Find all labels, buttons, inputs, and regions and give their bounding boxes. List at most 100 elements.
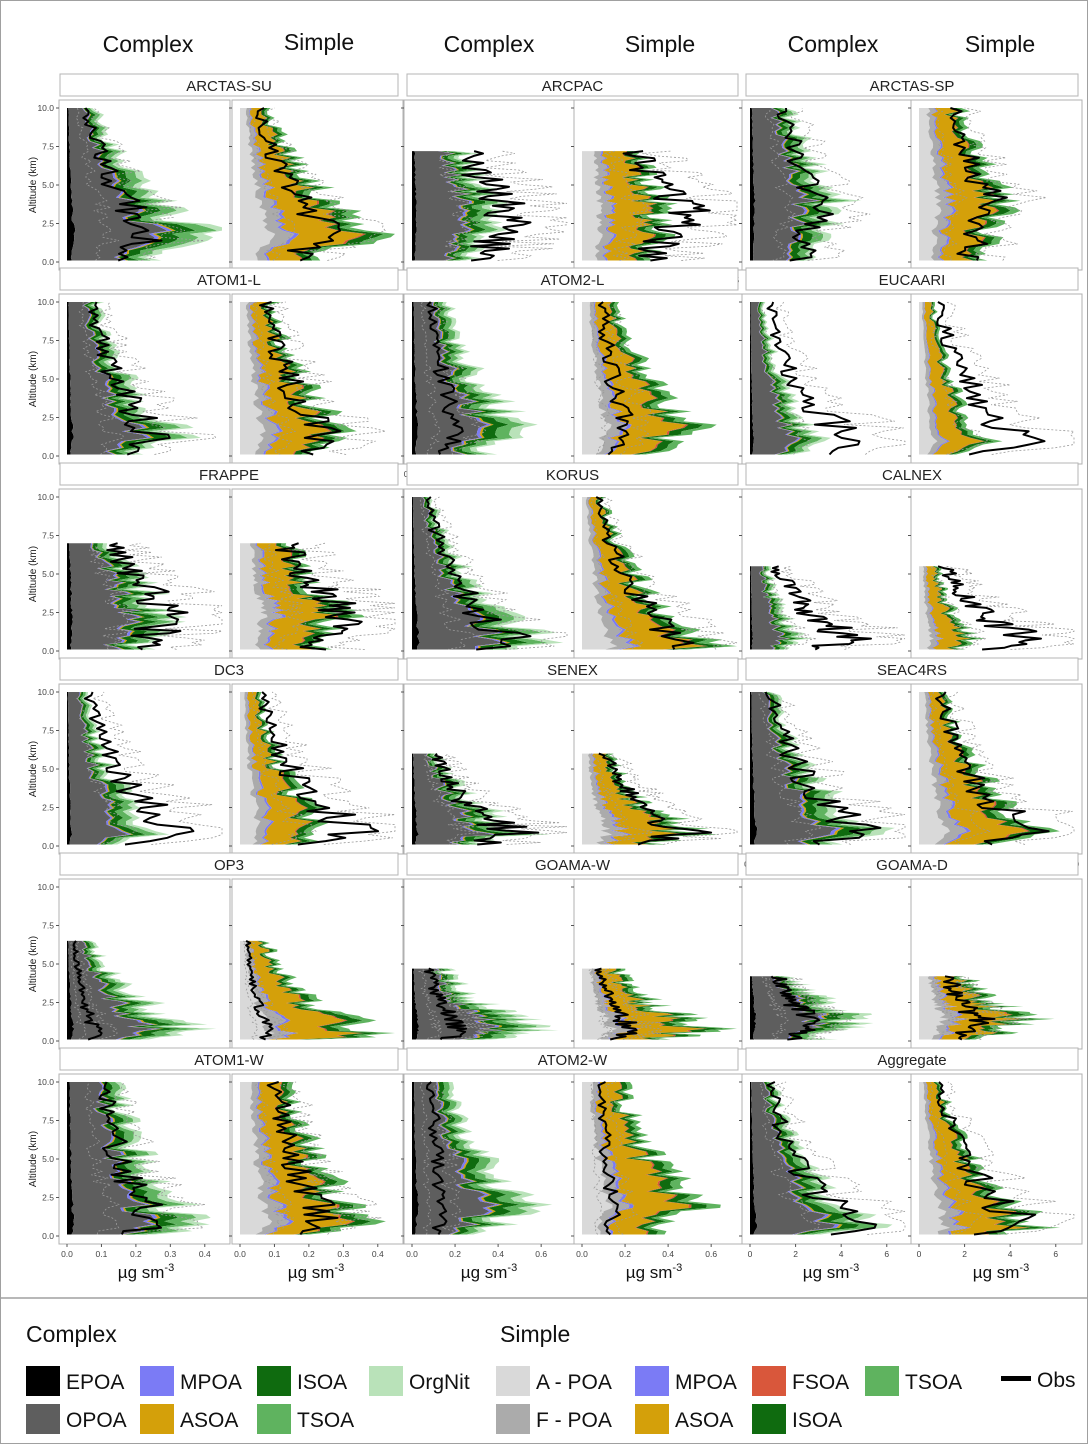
legend-complex-asoa: ASOA — [140, 1404, 238, 1434]
panel-simple: 051015 — [571, 488, 746, 674]
y-tick-label: 0.0 — [42, 646, 54, 656]
x-unit-sup: -3 — [334, 1262, 344, 1274]
stack-layer — [240, 1082, 273, 1235]
obs-line — [426, 301, 464, 455]
stack-layer — [610, 968, 737, 1040]
stack-layer — [413, 753, 495, 845]
y-tick-label: 10.0 — [37, 1077, 54, 1087]
legend-swatch — [496, 1404, 530, 1434]
obs-line — [255, 107, 342, 262]
legend-swatch — [369, 1366, 403, 1396]
column-header-simple-1: Simple — [284, 29, 354, 55]
obs-range-low — [417, 968, 442, 1040]
stack-layer — [621, 151, 658, 261]
stack-layer — [921, 302, 948, 455]
campaign-strip — [745, 462, 1079, 486]
obs-range-high — [604, 1081, 638, 1235]
obs-range-low — [928, 1081, 984, 1235]
stack-layer — [750, 108, 756, 261]
stack-layer — [628, 151, 678, 261]
x-unit-label-3: µg sm-3 — [461, 1262, 517, 1282]
stack-layer — [95, 1082, 178, 1235]
legend-label: ASOA — [675, 1409, 733, 1432]
x-unit-text: µg sm — [288, 1263, 335, 1282]
x-tick-label: 0.2 — [303, 1249, 315, 1259]
stack-layer — [622, 151, 669, 261]
campaign-arctas-sp: ARCTAS-SP 01230123 — [739, 73, 1083, 285]
obs-range-low — [259, 542, 308, 650]
column-header-complex-3: Complex — [788, 31, 879, 57]
legend-label: FSOA — [792, 1371, 849, 1394]
obs-range-high — [789, 107, 871, 261]
panel-simple: 0.0 0.1 0.2 0.3 0.4 — [229, 1073, 404, 1259]
stack-layer — [240, 692, 261, 845]
legend-complex-mpoa: MPOA — [140, 1366, 242, 1396]
stack-layer — [750, 566, 754, 650]
obs-range-high — [774, 301, 906, 455]
stack-layer — [768, 692, 895, 845]
y-tick-label: 2.5 — [42, 1193, 54, 1203]
obs-line — [258, 691, 380, 846]
campaign-title: KORUS — [546, 467, 599, 484]
obs-line — [88, 301, 171, 456]
stack-layer — [588, 753, 629, 845]
stack-layer — [925, 1082, 1028, 1235]
panel-simple: 012 — [571, 878, 746, 1064]
obs-range-high — [113, 1081, 206, 1235]
panel-complex: 012345 — [401, 99, 576, 285]
obs-range-low — [70, 940, 87, 1040]
obs-line — [425, 1081, 448, 1236]
campaign-aggregate: Aggregate 0 2 4 6 0 2 4 6 — [739, 1047, 1083, 1259]
stack-layer — [582, 151, 604, 261]
obs-line — [766, 301, 861, 456]
svg-text:µg sm-3: µg sm-3 — [626, 1262, 682, 1282]
stack-layer — [759, 302, 823, 455]
y-tick-label: 2.5 — [42, 608, 54, 618]
legend-simple-isoa: ISOA — [752, 1404, 842, 1434]
stack-layer — [944, 108, 1000, 261]
obs-range-high — [946, 565, 1075, 650]
panel-simple: 0.000.250.500.75 — [571, 293, 746, 479]
panel-complex: 0123 — [739, 99, 914, 285]
stack-layer — [758, 302, 813, 455]
x-unit-sup: -3 — [1019, 1262, 1029, 1274]
stack-layer — [761, 302, 831, 455]
panel-complex: 0.0 0.2 0.4 0.6 — [401, 1073, 576, 1259]
y-tick-label: 7.5 — [42, 1116, 54, 1126]
obs-range-high — [605, 301, 657, 455]
stack-layer — [438, 151, 473, 261]
y-tick-label: 5.0 — [42, 764, 54, 774]
stack-layer — [440, 151, 487, 261]
obs-line — [245, 940, 274, 1041]
stack-layer — [88, 940, 217, 1040]
campaign-frappe: FRAPPE 01234 0.0 2.5 5.0 7.5 10.0 Altitude (km)… — [28, 462, 404, 674]
campaign-title: OP3 — [214, 857, 244, 874]
panel-complex: 0.0 0.1 0.2 0.3 0.4 0.0 2.5 5.0 7.5 10.0 Altitude … — [28, 1073, 231, 1259]
stack-layer — [240, 940, 275, 1040]
x-tick-label: 0.4 — [492, 1249, 504, 1259]
obs-range-high — [89, 107, 205, 261]
campaign-goama-d: GOAMA-D 05100510 — [739, 852, 1083, 1064]
legend-label: MPOA — [675, 1371, 737, 1394]
stack-layer — [924, 692, 967, 845]
campaign-strip — [59, 1047, 399, 1071]
campaign-strip — [406, 852, 739, 876]
stack-layer — [595, 497, 709, 650]
obs-range-low — [927, 691, 992, 845]
stack-layer — [69, 1082, 154, 1235]
stack-layer — [592, 302, 632, 455]
panel-simple: 0123 — [229, 878, 404, 1064]
obs-line — [622, 150, 711, 262]
legend-label: OrgNit — [409, 1371, 470, 1394]
stack-layer — [257, 940, 382, 1040]
legend-items: EPOA MPOA ISOA OrgNit OPOA ASOA TSOA A - POA MPO… — [26, 1366, 962, 1434]
y-tick-label: 0.0 — [42, 257, 54, 267]
stack-layer — [601, 151, 656, 261]
stack-layer — [245, 302, 280, 455]
stack-layer — [608, 1082, 692, 1235]
legend-label: F - POA — [536, 1409, 612, 1432]
campaign-calnex: CALNEX 01230123 — [739, 462, 1083, 674]
panel-complex: 0123 — [739, 488, 914, 674]
stack-layer — [428, 968, 505, 1040]
